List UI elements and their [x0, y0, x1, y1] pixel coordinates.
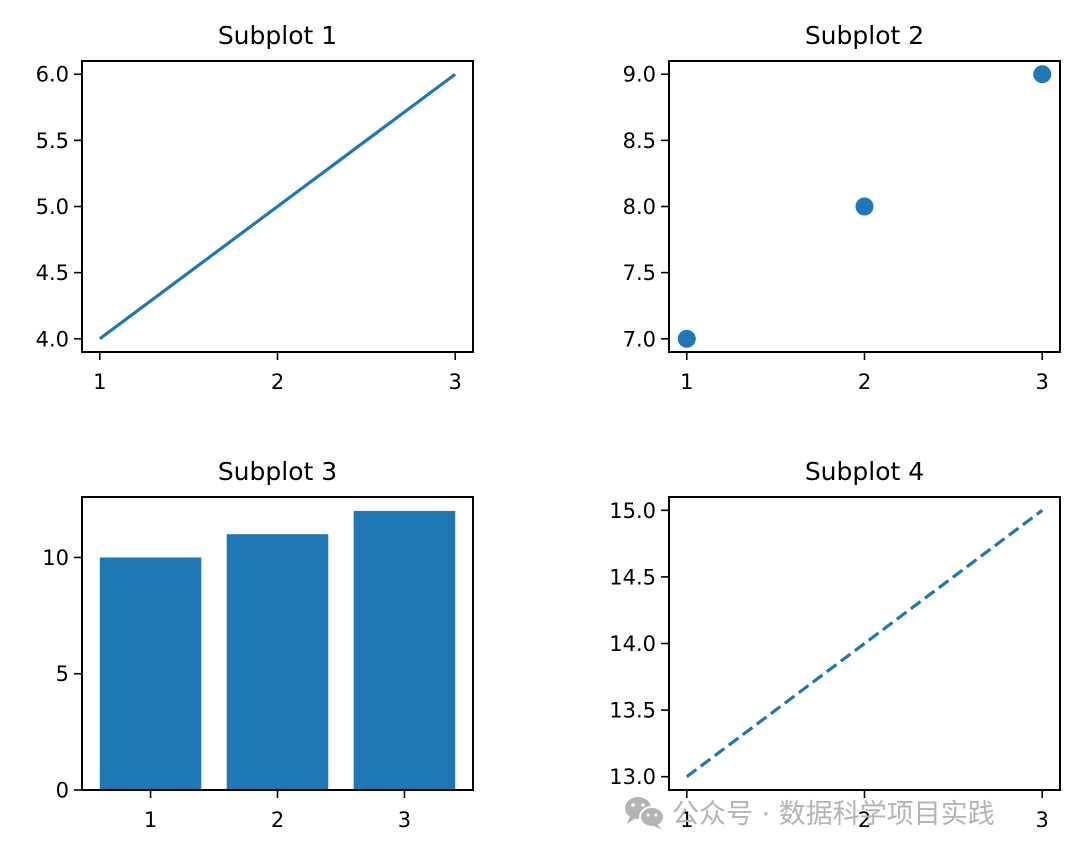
subplot-1-title: Subplot 1	[218, 21, 337, 50]
x-tick-label: 3	[1036, 808, 1049, 832]
line-series	[685, 509, 1044, 778]
watermark: 公众号 · 数据科学项目实践	[625, 797, 995, 830]
x-tick-label: 2	[858, 370, 871, 394]
subplot-3-y-axis: 0 5 10	[42, 546, 82, 803]
y-tick-label: 7.5	[623, 261, 656, 285]
subplot-4-y-axis: 13.0 13.5 14.0 14.5 15.0	[609, 499, 669, 789]
subplot-2-title: Subplot 2	[805, 21, 924, 50]
y-tick-label: 15.0	[609, 499, 656, 523]
x-tick-label: 2	[858, 808, 871, 832]
y-tick-label: 9.0	[623, 63, 656, 87]
scatter-point	[677, 329, 696, 348]
wechat-icon	[625, 797, 665, 830]
subplot-2-plot	[677, 65, 1052, 348]
y-tick-label: 5	[56, 662, 69, 686]
subplot-3: Subplot 3 1 2 3 0 5 10	[42, 457, 474, 832]
x-tick-label: 1	[93, 370, 106, 394]
subplot-1-plot	[98, 72, 457, 341]
bar-3	[353, 510, 456, 790]
line-series	[98, 72, 457, 341]
bar-2	[226, 534, 329, 790]
x-tick-label: 1	[680, 370, 693, 394]
subplot-3-plot	[99, 510, 456, 790]
bar-1	[99, 557, 202, 790]
x-tick-label: 3	[1036, 370, 1049, 394]
x-tick-label: 3	[398, 808, 411, 832]
y-tick-label: 13.5	[609, 699, 656, 723]
y-tick-label: 0	[56, 779, 69, 803]
subplot-1-x-axis: 1 2 3	[93, 352, 462, 394]
y-tick-label: 4.0	[36, 327, 69, 351]
x-tick-label: 1	[680, 808, 693, 832]
subplot-2-x-axis: 1 2 3	[680, 352, 1049, 394]
subplot-2-y-axis: 7.0 7.5 8.0 8.5 9.0	[623, 63, 669, 351]
y-tick-label: 8.0	[623, 195, 656, 219]
y-tick-label: 14.5	[609, 565, 656, 589]
x-tick-label: 2	[271, 370, 284, 394]
subplot-4-plot	[685, 509, 1044, 778]
y-tick-label: 5.0	[36, 195, 69, 219]
subplot-4-x-axis: 1 2 3	[680, 790, 1049, 832]
y-tick-label: 14.0	[609, 632, 656, 656]
y-tick-label: 7.0	[623, 327, 656, 351]
scatter-point	[1033, 65, 1052, 84]
subplot-2: Subplot 2 1 2 3 7.0 7.5 8.0 8.5 9.0	[623, 21, 1061, 394]
x-tick-label: 1	[144, 808, 157, 832]
y-tick-label: 13.0	[609, 765, 656, 789]
subplot-1-y-axis: 4.0 4.5 5.0 5.5 6.0	[36, 63, 82, 351]
subplot-4: Subplot 4 1 2 3 13.0 13.5 14.0 14.5 15.0	[609, 457, 1061, 832]
x-tick-label: 2	[271, 808, 284, 832]
subplot-3-title: Subplot 3	[218, 457, 337, 486]
y-tick-label: 8.5	[623, 129, 656, 153]
subplot-1: Subplot 1 1 2 3 4.0 4.5 5.0 5.5 6.0	[36, 21, 474, 394]
y-tick-label: 5.5	[36, 129, 69, 153]
subplot-4-title: Subplot 4	[805, 457, 924, 486]
watermark-text: 公众号 · 数据科学项目实践	[672, 799, 995, 830]
y-tick-label: 10	[42, 546, 69, 570]
x-tick-label: 3	[449, 370, 462, 394]
subplot-3-x-axis: 1 2 3	[144, 790, 411, 832]
scatter-point	[855, 197, 874, 216]
y-tick-label: 4.5	[36, 261, 69, 285]
y-tick-label: 6.0	[36, 63, 69, 87]
